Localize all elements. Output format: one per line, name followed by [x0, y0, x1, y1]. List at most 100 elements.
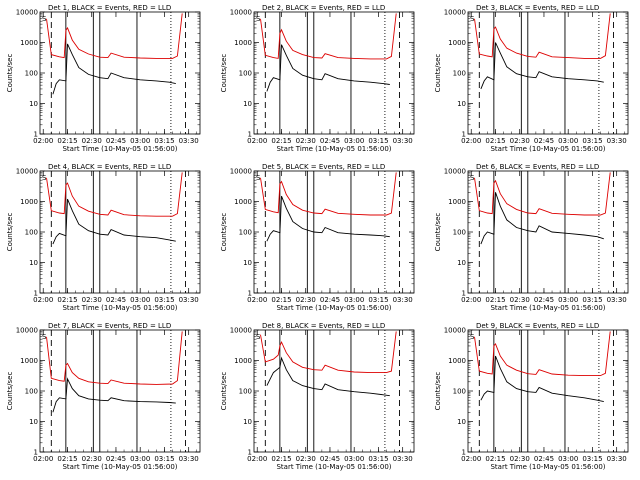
x-tick-label: 02:15: [485, 137, 505, 145]
series-events-line: [266, 44, 390, 92]
corner-label: S: [256, 15, 261, 23]
x-tick-label: 03:00: [558, 455, 578, 463]
y-axis-label: Counts/sec: [434, 54, 442, 93]
x-tick-label: 03:30: [393, 296, 413, 304]
corner-label: S: [256, 333, 261, 341]
x-tick-label: 03:15: [154, 455, 174, 463]
y-tick-label: 100: [453, 70, 466, 78]
y-tick-label: 1: [462, 131, 466, 139]
y-tick-label: 1000: [234, 39, 252, 47]
y-axis-label: Counts/sec: [220, 54, 228, 93]
y-tick-label: 10000: [16, 168, 38, 176]
y-tick-label: 100: [25, 70, 38, 78]
x-tick-label: 02:45: [534, 455, 554, 463]
x-tick-label: 02:00: [247, 137, 267, 145]
x-tick-label: 03:00: [558, 137, 578, 145]
series-lld-line: [46, 13, 183, 59]
x-tick-label: 03:00: [344, 296, 364, 304]
x-axis-label: Start Time (10-May-05 01:56:00): [276, 463, 391, 471]
x-tick-label: 03:15: [368, 137, 388, 145]
panel-title: Det 4, BLACK = Events, RED = LLD: [48, 163, 171, 171]
x-tick-label: 02:15: [57, 455, 77, 463]
y-tick-label: 10000: [16, 9, 38, 17]
y-tick-label: 10: [29, 100, 38, 108]
corner-label: S: [42, 333, 47, 341]
x-tick-label: 03:15: [154, 137, 174, 145]
y-axis-label: Counts/sec: [220, 213, 228, 252]
series-lld-line: [260, 13, 397, 60]
x-tick-label: 02:00: [247, 296, 267, 304]
x-tick-label: 03:30: [607, 137, 627, 145]
y-tick-label: 1: [34, 290, 38, 298]
x-tick-label: 02:30: [82, 296, 102, 304]
x-tick-label: 02:00: [461, 455, 481, 463]
x-tick-label: 03:15: [154, 296, 174, 304]
plot-frame: [467, 11, 629, 135]
y-tick-label: 1: [248, 131, 252, 139]
x-axis-label: Start Time (10-May-05 01:56:00): [490, 304, 605, 312]
y-tick-label: 1000: [448, 357, 466, 365]
corner-label: S: [470, 15, 475, 23]
corner-label: S: [42, 174, 47, 182]
series-lld-line: [474, 331, 611, 377]
panel-title: Det 7, BLACK = Events, RED = LLD: [48, 322, 171, 330]
x-tick-label: 03:30: [607, 455, 627, 463]
y-tick-label: 1000: [448, 39, 466, 47]
series-events-line: [480, 42, 604, 90]
y-tick-label: 100: [239, 388, 252, 396]
y-tick-label: 10000: [230, 327, 252, 335]
series-events-line: [52, 43, 176, 95]
x-tick-label: 02:30: [296, 296, 316, 304]
x-tick-label: 02:30: [82, 137, 102, 145]
y-tick-label: 1000: [234, 198, 252, 206]
x-tick-label: 03:15: [582, 455, 602, 463]
x-tick-label: 02:15: [485, 455, 505, 463]
y-tick-label: 10: [457, 418, 466, 426]
x-tick-label: 02:15: [57, 296, 77, 304]
y-tick-label: 10000: [444, 9, 466, 17]
x-tick-label: 02:45: [320, 137, 340, 145]
y-tick-label: 1000: [20, 198, 38, 206]
y-tick-label: 1000: [20, 39, 38, 47]
y-tick-label: 1: [34, 131, 38, 139]
y-tick-label: 10000: [444, 327, 466, 335]
x-tick-label: 02:00: [33, 296, 53, 304]
x-tick-label: 03:30: [607, 296, 627, 304]
corner-label: S: [256, 174, 261, 182]
series-events-line: [52, 198, 176, 245]
y-tick-label: 1000: [20, 357, 38, 365]
y-tick-label: 1000: [448, 198, 466, 206]
corner-label: S: [470, 174, 475, 182]
y-tick-label: 10000: [16, 327, 38, 335]
y-tick-label: 10: [29, 418, 38, 426]
series-events-line: [266, 356, 390, 397]
y-tick-label: 100: [453, 229, 466, 237]
y-tick-label: 10: [243, 100, 252, 108]
y-axis-label: Counts/sec: [434, 213, 442, 252]
series-events-line: [480, 355, 604, 403]
x-tick-label: 02:00: [33, 455, 53, 463]
x-tick-label: 03:15: [368, 296, 388, 304]
series-lld-line: [474, 172, 611, 216]
y-tick-label: 10000: [444, 168, 466, 176]
x-tick-label: 02:00: [461, 137, 481, 145]
x-tick-label: 02:45: [534, 296, 554, 304]
y-tick-label: 10: [29, 259, 38, 267]
panel-title: Det 3, BLACK = Events, RED = LLD: [476, 4, 599, 12]
x-tick-label: 02:45: [106, 296, 126, 304]
x-tick-label: 02:15: [271, 137, 291, 145]
series-lld-line: [260, 331, 397, 374]
panel-title: Det 1, BLACK = Events, RED = LLD: [48, 4, 171, 12]
panel-title: Det 8, BLACK = Events, RED = LLD: [262, 322, 385, 330]
y-tick-label: 10: [243, 259, 252, 267]
panel-title: Det 5, BLACK = Events, RED = LLD: [262, 163, 385, 171]
y-axis-label: Counts/sec: [6, 54, 14, 93]
x-tick-label: 02:30: [82, 455, 102, 463]
series-events-line: [480, 192, 604, 245]
x-tick-label: 02:00: [247, 455, 267, 463]
y-tick-label: 1: [462, 449, 466, 457]
